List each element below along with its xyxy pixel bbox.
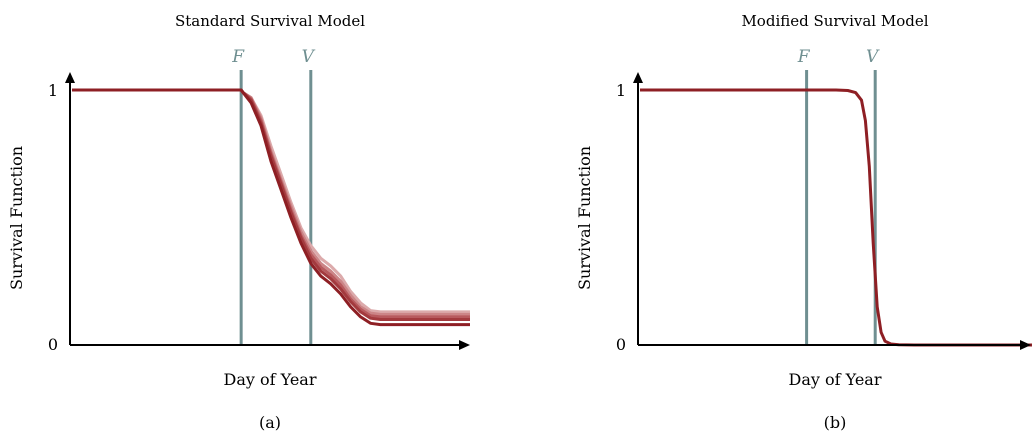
panel-b-y-arrow xyxy=(633,72,643,83)
panel-a-x-label: Day of Year xyxy=(224,370,317,389)
panel-a-title: Standard Survival Model xyxy=(175,12,365,30)
panel-a-series-line-2 xyxy=(72,88,470,321)
panel-a-y-tick-1: 1 xyxy=(48,81,58,100)
panel-a-series xyxy=(72,88,470,327)
panel-b-caption: (b) xyxy=(824,413,847,432)
panel-a-x-arrow xyxy=(459,340,470,350)
panel-b-y-tick-1: 1 xyxy=(616,81,626,100)
panel-a-series-line-4 xyxy=(72,88,470,316)
panel-b-x-arrow xyxy=(1020,340,1031,350)
panel-a-y-arrow xyxy=(65,72,75,83)
panel-b-y-tick-0: 0 xyxy=(616,335,626,354)
panel-b-x-label: Day of Year xyxy=(789,370,882,389)
panel-b-title: Modified Survival Model xyxy=(741,12,928,30)
panel-a-series-line-3 xyxy=(72,88,470,319)
panel-a-caption: (a) xyxy=(259,413,281,432)
panel-a-y-tick-0: 0 xyxy=(48,335,58,354)
panel-b-series xyxy=(640,88,1032,347)
panel-b-y-label: Survival Function xyxy=(575,146,594,290)
panel-a-series-line-1 xyxy=(72,88,470,327)
panel-a-marker-label-f: F xyxy=(231,47,245,67)
panel-a-y-label: Survival Function xyxy=(7,146,26,290)
panel-a-marker-label-v: V xyxy=(302,47,316,67)
panel-b-marker-label-f: F xyxy=(797,47,811,67)
panel-a-series-line-5 xyxy=(72,88,470,314)
panel-b-series-line-1 xyxy=(640,88,1032,347)
panel-b-marker-label-v: V xyxy=(866,47,880,67)
